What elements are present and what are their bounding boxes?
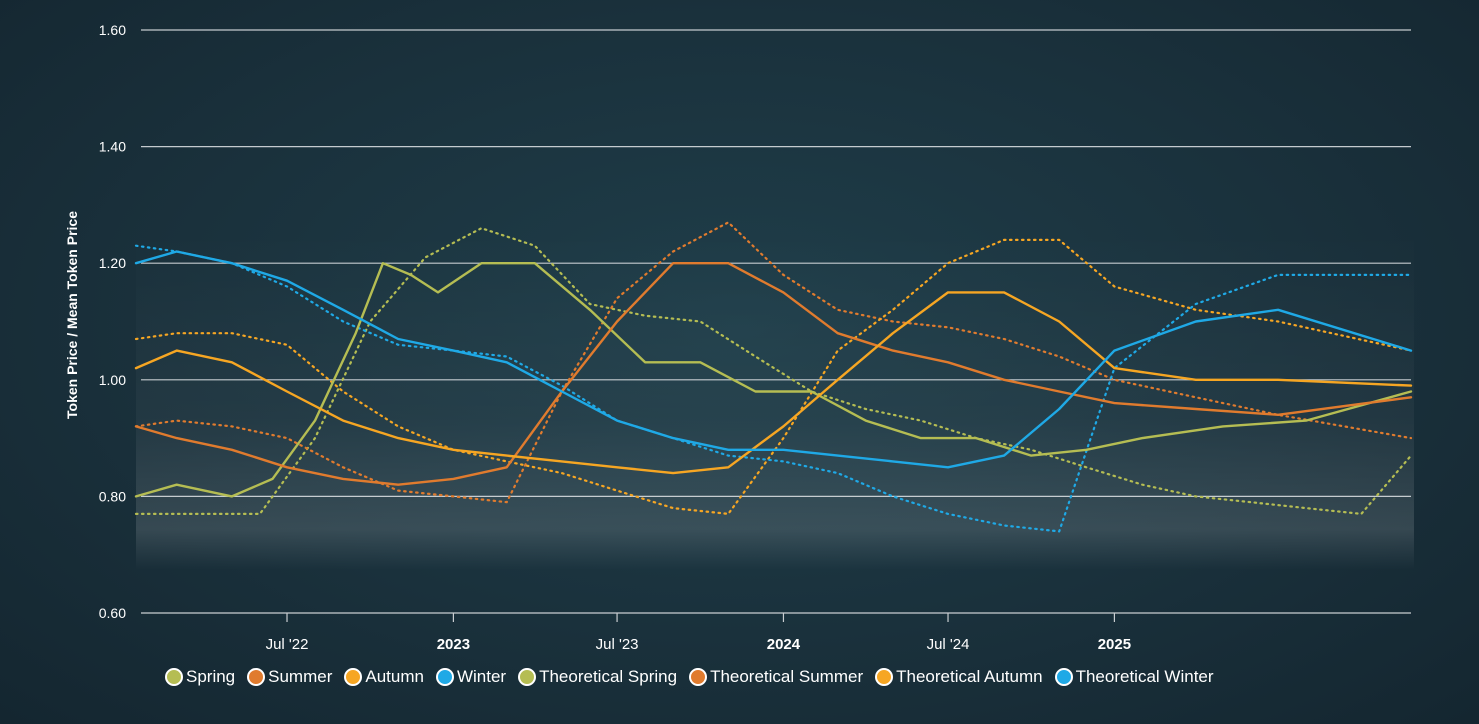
legend-item-autumn[interactable]: Autumn bbox=[344, 667, 424, 687]
legend-item-summer[interactable]: Summer bbox=[247, 667, 332, 687]
legend-label: Theoretical Autumn bbox=[896, 667, 1043, 686]
legend-swatch bbox=[344, 668, 363, 686]
legend-swatch bbox=[689, 668, 708, 686]
y-tick-label: 1.60 bbox=[99, 22, 126, 38]
x-tick-label: Jul '24 bbox=[927, 636, 970, 653]
legend-swatch bbox=[247, 668, 266, 686]
legend-label: Theoretical Spring bbox=[539, 667, 678, 686]
legend-swatch bbox=[1054, 668, 1073, 686]
x-tick-label: 2024 bbox=[767, 636, 801, 653]
legend-item-spring[interactable]: Spring bbox=[165, 667, 235, 687]
grid-lines bbox=[141, 29, 1411, 614]
legend-label: Theoretical Summer bbox=[710, 667, 864, 686]
legend-swatch bbox=[165, 668, 183, 686]
legend-swatch bbox=[435, 668, 454, 686]
legend-label: Autumn bbox=[365, 667, 424, 686]
legend-item-winter[interactable]: Winter bbox=[435, 667, 507, 687]
series-autumn bbox=[134, 291, 1413, 475]
legend-item-theoretical-autumn[interactable]: Theoretical Autumn bbox=[875, 667, 1043, 687]
legend-item-theoretical-summer[interactable]: Theoretical Summer bbox=[689, 667, 863, 687]
legend-item-theoretical-spring[interactable]: Theoretical Spring bbox=[518, 667, 677, 687]
series-theoretical-spring bbox=[134, 227, 1413, 516]
x-tick-label: Jul '22 bbox=[266, 636, 309, 653]
legend-swatch bbox=[518, 668, 537, 686]
y-tick-label: 1.00 bbox=[99, 372, 126, 388]
y-axis-label: Token Price / Mean Token Price bbox=[64, 211, 80, 419]
series-summer bbox=[134, 262, 1413, 486]
y-tick-label: 1.40 bbox=[99, 139, 126, 155]
series-spring bbox=[134, 262, 1413, 498]
y-tick-labels: 0.60 0.80 1.00 1.20 1.40 1.60 bbox=[99, 22, 126, 621]
series-winter bbox=[134, 250, 1413, 469]
series-theoretical-summer bbox=[134, 221, 1413, 504]
x-tick-label: 2023 bbox=[437, 636, 470, 653]
y-tick-label: 1.20 bbox=[99, 255, 126, 271]
series-theoretical-autumn bbox=[134, 238, 1413, 516]
legend-swatch bbox=[875, 668, 894, 686]
legend-label: Summer bbox=[268, 667, 333, 686]
legend: Spring Summer Autumn Winter Theoretical Spri… bbox=[165, 664, 1218, 690]
legend-label: Theoretical Winter bbox=[1075, 667, 1214, 686]
x-tick-labels: Jul '22 2023 Jul '23 2024 Jul '24 2025 bbox=[266, 613, 1131, 653]
y-tick-label: 0.60 bbox=[99, 605, 126, 621]
plot-shading bbox=[136, 230, 1414, 570]
y-tick-label: 0.80 bbox=[99, 488, 126, 504]
legend-item-theoretical-winter[interactable]: Theoretical Winter bbox=[1054, 667, 1214, 687]
legend-label: Spring bbox=[186, 667, 236, 686]
x-tick-label: 2025 bbox=[1098, 636, 1131, 653]
legend-label: Winter bbox=[456, 667, 507, 686]
x-tick-label: Jul '23 bbox=[596, 636, 639, 653]
series-lines bbox=[134, 221, 1413, 533]
